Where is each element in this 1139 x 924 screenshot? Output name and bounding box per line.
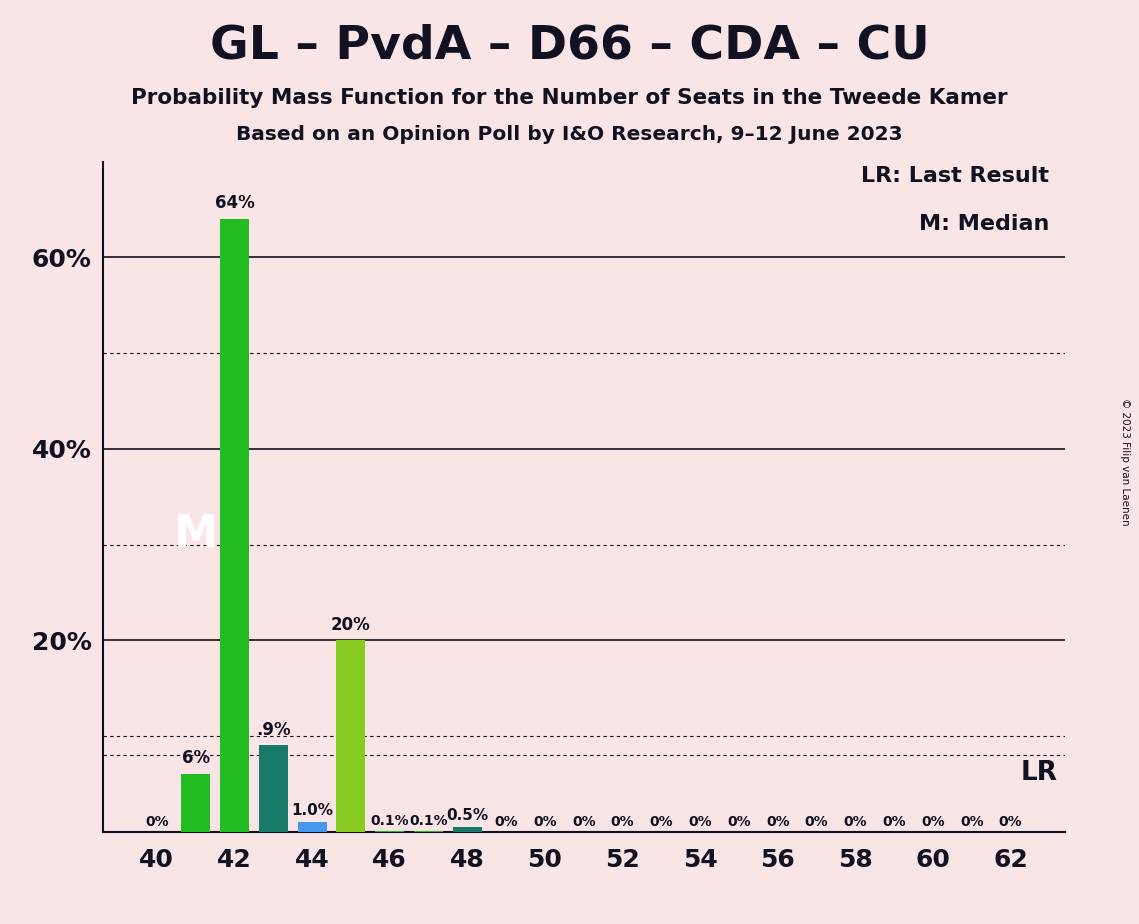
Text: 0%: 0% <box>844 815 867 829</box>
Text: LR: LR <box>1021 760 1057 785</box>
Bar <box>181 774 211 832</box>
Text: .9%: .9% <box>256 721 290 739</box>
Bar <box>413 831 443 832</box>
Text: 0%: 0% <box>805 815 828 829</box>
Text: 0.1%: 0.1% <box>370 814 409 828</box>
Text: 0%: 0% <box>727 815 751 829</box>
Text: M: M <box>173 514 218 556</box>
Text: 0%: 0% <box>611 815 634 829</box>
Text: 0%: 0% <box>883 815 906 829</box>
Text: 0%: 0% <box>921 815 945 829</box>
Text: 0%: 0% <box>533 815 557 829</box>
Text: 0%: 0% <box>145 815 169 829</box>
Text: 64%: 64% <box>214 194 254 213</box>
Text: LR: Last Result: LR: Last Result <box>861 166 1049 187</box>
Text: Based on an Opinion Poll by I&O Research, 9–12 June 2023: Based on an Opinion Poll by I&O Research… <box>236 125 903 144</box>
Text: M: Median: M: Median <box>919 214 1049 235</box>
Text: GL – PvdA – D66 – CDA – CU: GL – PvdA – D66 – CDA – CU <box>210 23 929 68</box>
Text: 0.5%: 0.5% <box>446 808 489 823</box>
Text: 0%: 0% <box>688 815 712 829</box>
Text: 0%: 0% <box>999 815 1023 829</box>
Text: 0%: 0% <box>765 815 789 829</box>
Bar <box>375 831 404 832</box>
Text: 0%: 0% <box>960 815 984 829</box>
Text: © 2023 Filip van Laenen: © 2023 Filip van Laenen <box>1121 398 1130 526</box>
Bar <box>259 746 288 832</box>
Bar <box>297 822 327 832</box>
Text: Probability Mass Function for the Number of Seats in the Tweede Kamer: Probability Mass Function for the Number… <box>131 88 1008 108</box>
Bar <box>220 219 249 832</box>
Text: 1.0%: 1.0% <box>292 803 333 819</box>
Text: 6%: 6% <box>181 749 210 768</box>
Text: 0%: 0% <box>649 815 673 829</box>
Bar <box>453 827 482 832</box>
Text: 0%: 0% <box>494 815 518 829</box>
Text: 0.1%: 0.1% <box>409 814 448 828</box>
Text: 20%: 20% <box>331 615 371 634</box>
Text: 0%: 0% <box>572 815 596 829</box>
Bar <box>336 640 366 832</box>
